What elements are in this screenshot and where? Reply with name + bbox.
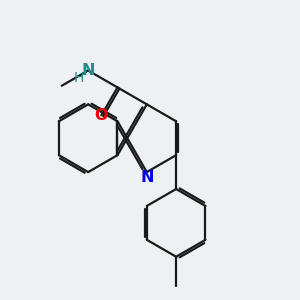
Text: N: N (81, 63, 95, 78)
Text: H: H (73, 71, 84, 85)
Text: N: N (140, 170, 154, 185)
Text: O: O (95, 108, 108, 123)
